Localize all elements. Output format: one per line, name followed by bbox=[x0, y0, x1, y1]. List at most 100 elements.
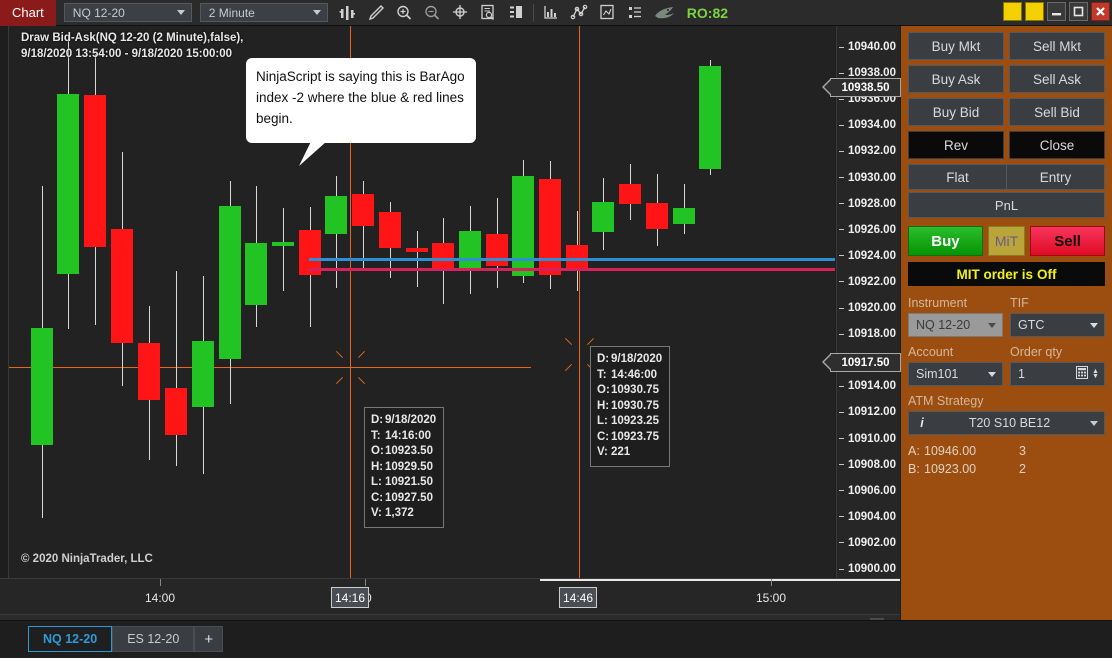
crosshair-icon[interactable] bbox=[446, 0, 474, 26]
bottom-tab[interactable]: NQ 12-20 bbox=[28, 626, 113, 652]
draw-pencil-icon[interactable] bbox=[362, 0, 390, 26]
zoom-out-icon[interactable] bbox=[418, 0, 446, 26]
ask-label: A: bbox=[908, 444, 920, 458]
flat-entry-row: Flat Entry bbox=[908, 164, 1105, 190]
crosshair-horizontal-1 bbox=[9, 367, 531, 368]
atm-strategy-dropdown[interactable]: i T20 S10 BE12 bbox=[908, 411, 1105, 435]
chart-title-line1: Draw Bid-Ask(NQ 12-20 (2 Minute),false), bbox=[21, 32, 244, 44]
value-high: 10930.75 bbox=[611, 399, 659, 412]
entry-button[interactable]: Entry bbox=[1006, 164, 1105, 190]
copyright-label: © 2020 NinjaTrader, LLC bbox=[21, 553, 153, 565]
chevron-down-icon bbox=[988, 322, 996, 328]
sell-bid-button[interactable]: Sell Bid bbox=[1009, 98, 1105, 126]
zoom-in-icon[interactable] bbox=[390, 0, 418, 26]
label-close: C: bbox=[371, 491, 384, 504]
calculator-icon[interactable] bbox=[1076, 366, 1088, 382]
crosshair-tick bbox=[335, 376, 344, 385]
orderqty-label: Order qty bbox=[1010, 345, 1063, 359]
time-tick-mark bbox=[771, 579, 772, 586]
stepper-up-icon[interactable]: ▲ bbox=[1092, 368, 1099, 375]
instrument-select[interactable]: NQ 12-20 bbox=[63, 3, 192, 22]
chevron-down-icon bbox=[1090, 420, 1098, 426]
value-close: 10927.50 bbox=[385, 491, 433, 504]
rev-button[interactable]: Rev bbox=[908, 131, 1004, 159]
bottom-tab-bar: NQ 12-20 ES 12-20 + bbox=[0, 620, 1112, 658]
interval-select-value: 2 Minute bbox=[208, 5, 255, 20]
candle-body bbox=[299, 230, 321, 275]
chart-area[interactable]: Draw Bid-Ask(NQ 12-20 (2 Minute),false),… bbox=[0, 26, 901, 632]
time-tick-mark bbox=[365, 579, 366, 586]
rev-close-row: Rev Close bbox=[908, 131, 1105, 159]
instrument-select-value: NQ 12-20 bbox=[72, 5, 125, 20]
close-icon[interactable] bbox=[1091, 2, 1110, 21]
maximize-icon[interactable] bbox=[1069, 2, 1088, 21]
buy-mkt-button[interactable]: Buy Mkt bbox=[908, 32, 1004, 60]
sell-ask-button[interactable]: Sell Ask bbox=[1009, 65, 1105, 93]
info-icon[interactable]: i bbox=[920, 416, 924, 430]
templates-icon[interactable] bbox=[593, 0, 621, 26]
label-volume: V: bbox=[371, 507, 382, 519]
close-button[interactable]: Close bbox=[1009, 131, 1105, 159]
price-tick: 10924.00 bbox=[837, 249, 901, 263]
price-marker-last: 10938.50 bbox=[822, 78, 901, 97]
indicators-icon[interactable] bbox=[537, 0, 565, 26]
candle-body bbox=[192, 341, 214, 407]
properties-icon[interactable] bbox=[502, 0, 530, 26]
candle-body bbox=[272, 242, 294, 246]
bid-overlay-line bbox=[309, 258, 835, 261]
candle-body bbox=[619, 184, 641, 204]
price-axis[interactable]: 10940.00 10938.00 10936.00 10934.00 10932.00… bbox=[822, 26, 901, 578]
value-date: 9/18/2020 bbox=[385, 414, 437, 426]
mit-status-badge: MIT order is Off bbox=[908, 262, 1105, 286]
tif-dropdown[interactable]: GTC bbox=[1010, 313, 1105, 337]
chevron-down-icon bbox=[176, 10, 185, 15]
time-marker: 14:46 bbox=[558, 587, 598, 608]
time-tick-mark bbox=[160, 579, 161, 586]
strategies-icon[interactable] bbox=[565, 0, 593, 26]
candle-body bbox=[325, 196, 347, 234]
candle-wick bbox=[363, 181, 364, 271]
qty-stepper[interactable]: ▲ ▼ bbox=[1091, 368, 1100, 380]
chart-plot[interactable]: Draw Bid-Ask(NQ 12-20 (2 Minute),false),… bbox=[8, 26, 835, 578]
window-button-yellow-1[interactable] bbox=[1003, 2, 1022, 21]
ask-size: 3 bbox=[1019, 444, 1026, 458]
buy-bid-button[interactable]: Buy Bid bbox=[908, 98, 1004, 126]
buy-button[interactable]: Buy bbox=[908, 226, 983, 256]
data-series-icon[interactable] bbox=[474, 0, 502, 26]
chart-menu-button[interactable]: Chart bbox=[0, 0, 56, 26]
sell-mkt-button[interactable]: Sell Mkt bbox=[1009, 32, 1105, 60]
top-toolbar: Chart NQ 12-20 2 Minute RO bbox=[0, 0, 1112, 26]
buy-ask-button[interactable]: Buy Ask bbox=[908, 65, 1004, 93]
price-tick: 10932.00 bbox=[837, 144, 901, 158]
account-dropdown[interactable]: Sim101 bbox=[908, 362, 1003, 386]
candle-body bbox=[165, 388, 187, 435]
instrument-dropdown[interactable]: NQ 12-20 bbox=[908, 313, 1003, 337]
candle-body bbox=[84, 95, 106, 247]
minimize-icon[interactable] bbox=[1047, 2, 1066, 21]
bottom-tab[interactable]: ES 12-20 bbox=[112, 626, 195, 652]
candle-body bbox=[592, 202, 614, 232]
mit-button[interactable]: MiT bbox=[987, 226, 1026, 256]
add-tab-button[interactable]: + bbox=[194, 626, 224, 652]
label-close: C: bbox=[597, 430, 610, 443]
bar-type-icon[interactable] bbox=[334, 0, 362, 26]
bid-size: 2 bbox=[1019, 462, 1026, 476]
value-time: 14:46:00 bbox=[611, 368, 658, 381]
orderqty-input[interactable]: 1 ▲ ▼ bbox=[1010, 362, 1105, 386]
value-high: 10929.50 bbox=[385, 460, 433, 473]
pnl-button[interactable]: PnL bbox=[908, 192, 1105, 218]
ask-price: 10946.00 bbox=[924, 444, 977, 458]
ninja-shark-icon[interactable] bbox=[649, 0, 681, 26]
label-high: H: bbox=[371, 460, 384, 473]
sell-button[interactable]: Sell bbox=[1030, 226, 1106, 256]
label-time: T: bbox=[371, 429, 381, 442]
stepper-down-icon[interactable]: ▼ bbox=[1092, 373, 1099, 380]
label-date: D: bbox=[371, 414, 384, 426]
ask-order-row: Buy Ask Sell Ask bbox=[908, 65, 1105, 93]
crosshair-vertical-2 bbox=[579, 26, 580, 578]
flat-button[interactable]: Flat bbox=[908, 164, 1006, 190]
order-list-icon[interactable] bbox=[621, 0, 649, 26]
window-button-yellow-2[interactable] bbox=[1025, 2, 1044, 21]
interval-select[interactable]: 2 Minute bbox=[199, 3, 328, 22]
